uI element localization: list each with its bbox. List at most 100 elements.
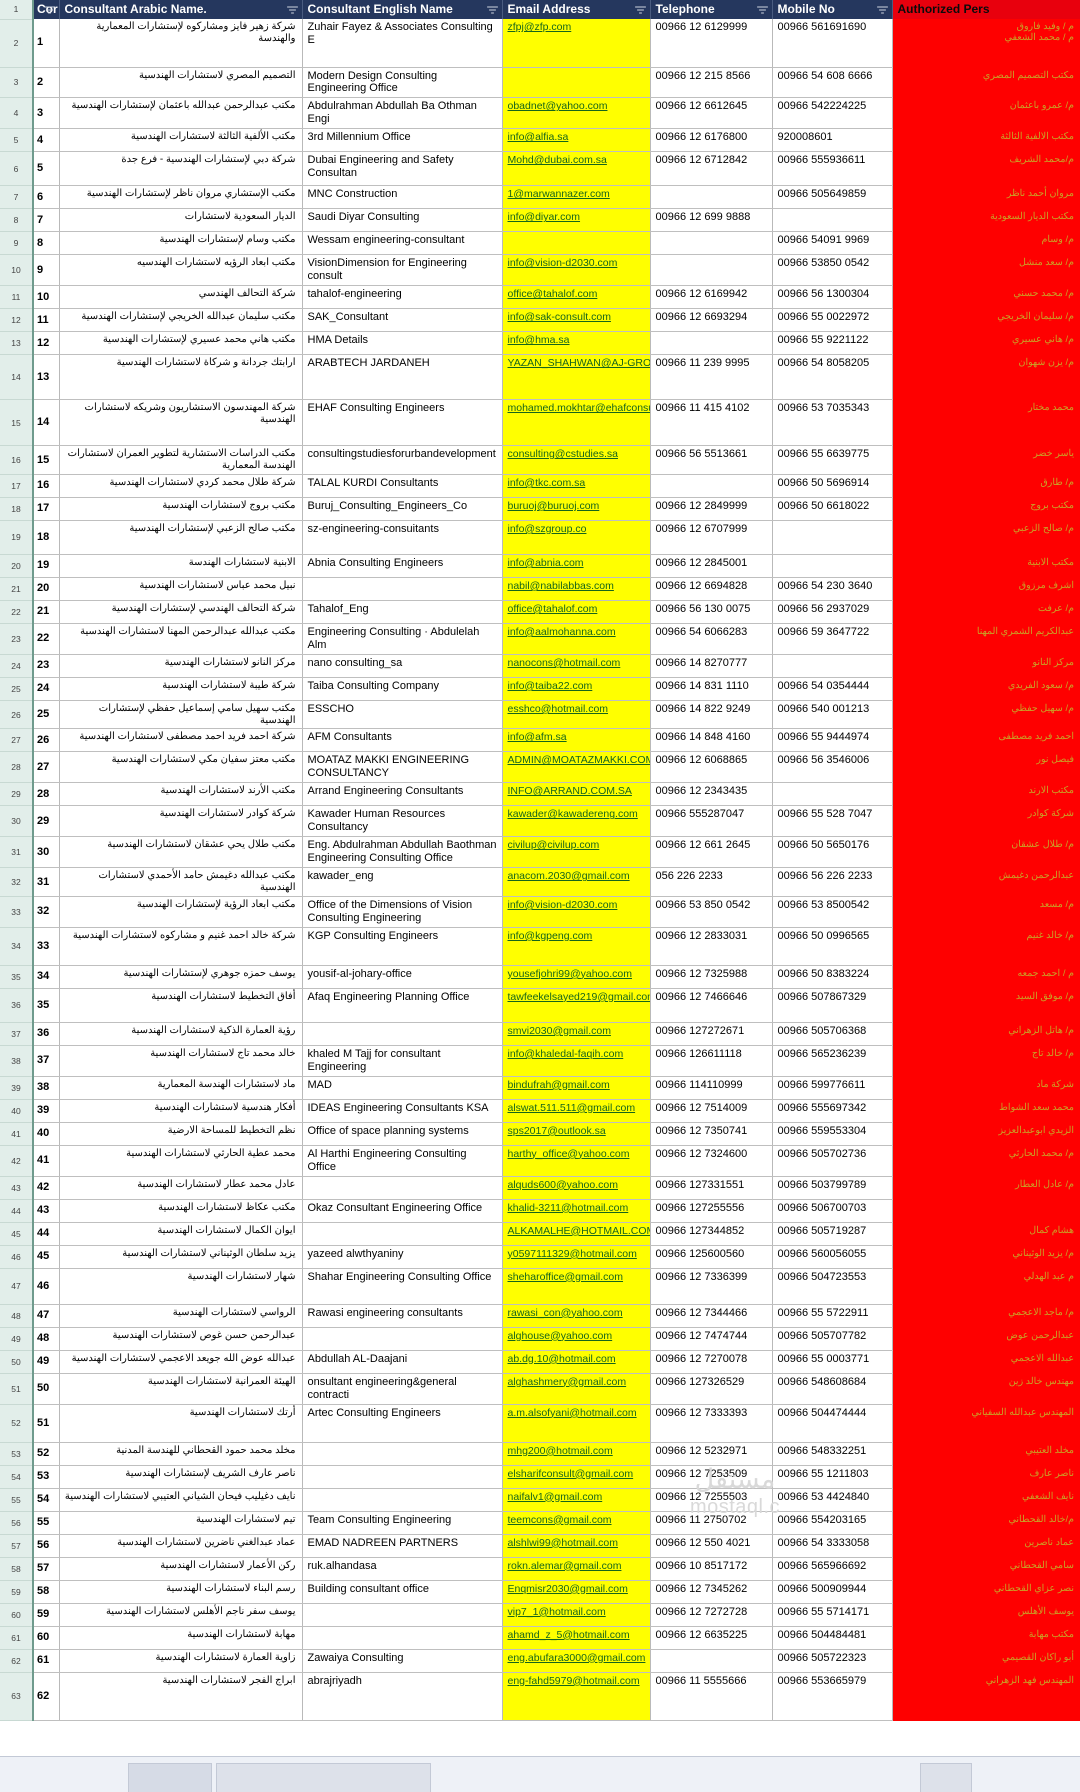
cell-num[interactable]: 32 bbox=[33, 896, 60, 928]
row-header-number[interactable]: 24 bbox=[0, 654, 34, 678]
cell-en[interactable]: VisionDimension for Engineering consult bbox=[302, 254, 503, 287]
cell-email[interactable]: y0597111329@hotmail.com bbox=[502, 1245, 651, 1269]
email-link[interactable]: vip7_1@hotmail.com bbox=[507, 1605, 606, 1618]
row-header-number[interactable]: 31 bbox=[0, 836, 34, 869]
cell-ar[interactable]: مكتب هاني محمد عسيري لإستشارات الهندسية bbox=[59, 331, 303, 356]
cell-auth[interactable]: م/محمد الشريف bbox=[892, 151, 1080, 187]
cell-email[interactable]: alghouse@yahoo.com bbox=[502, 1327, 651, 1351]
cell-ar[interactable]: شركة التحالف الهندسي bbox=[59, 285, 303, 310]
cell-auth[interactable]: م/ سعود الفريدي bbox=[892, 677, 1080, 701]
email-link[interactable]: smvi2030@gmail.com bbox=[507, 1024, 611, 1037]
email-link[interactable]: naifalv1@gmail.com bbox=[507, 1490, 603, 1503]
cell-auth[interactable]: يوسف الأهلس bbox=[892, 1603, 1080, 1627]
cell-tel[interactable]: 00966 12 7333393 bbox=[650, 1404, 773, 1443]
cell-ar[interactable]: يوسف حمزه جوهري لإستشارات الهندسية bbox=[59, 965, 303, 989]
cell-email[interactable]: a.m.alsofyani@hotmail.com bbox=[502, 1404, 651, 1443]
cell-num[interactable]: 41 bbox=[33, 1145, 60, 1177]
cell-tel[interactable] bbox=[650, 474, 773, 498]
cell-auth[interactable]: م/ مسعد bbox=[892, 896, 1080, 928]
cell-ar[interactable]: شركة طيبة لاستشارات الهندسية bbox=[59, 677, 303, 701]
cell-mob[interactable]: 00966 555697342 bbox=[772, 1099, 893, 1123]
cell-mob[interactable]: 00966 505707782 bbox=[772, 1327, 893, 1351]
cell-auth[interactable]: مهندس خالد زين bbox=[892, 1373, 1080, 1405]
cell-email[interactable]: harthy_office@yahoo.com bbox=[502, 1145, 651, 1177]
cell-num[interactable]: 17 bbox=[33, 497, 60, 521]
row-header-number[interactable]: 47 bbox=[0, 1268, 34, 1305]
cell-tel[interactable]: 00966 12 7466646 bbox=[650, 988, 773, 1023]
cell-num[interactable]: 1 bbox=[33, 19, 60, 68]
row-header-number[interactable]: 61 bbox=[0, 1626, 34, 1650]
cell-auth[interactable]: محمد سعد الشواط bbox=[892, 1099, 1080, 1123]
row-header-number[interactable]: 48 bbox=[0, 1304, 34, 1328]
cell-en[interactable]: EMAD NADREEN PARTNERS bbox=[302, 1534, 503, 1558]
cell-tel[interactable]: 00966 127255556 bbox=[650, 1199, 773, 1223]
table-row[interactable]: 12 11 مكتب سليمان عبدالله الخريجي لإستشارا… bbox=[0, 308, 1080, 333]
cell-tel[interactable]: 00966 12 6707999 bbox=[650, 520, 773, 555]
cell-num[interactable]: 53 bbox=[33, 1465, 60, 1489]
cell-en[interactable]: ARABTECH JARDANEH bbox=[302, 354, 503, 401]
cell-tel[interactable]: 00966 14 8270777 bbox=[650, 654, 773, 678]
cell-tel[interactable]: 00966 12 7336399 bbox=[650, 1268, 773, 1305]
cell-en[interactable]: Wessam engineering-consultant bbox=[302, 231, 503, 256]
cell-mob[interactable]: 00966 56 2937029 bbox=[772, 600, 893, 624]
cell-auth[interactable]: مكتب الديار السعودية bbox=[892, 208, 1080, 233]
cell-tel[interactable]: 00966 12 7514009 bbox=[650, 1099, 773, 1123]
cell-tel[interactable]: 00966 12 7255503 bbox=[650, 1488, 773, 1512]
cell-mob[interactable]: 00966 555936611 bbox=[772, 151, 893, 187]
cell-mob[interactable]: 00966 506700703 bbox=[772, 1199, 893, 1223]
cell-mob[interactable]: 00966 553665979 bbox=[772, 1672, 893, 1721]
email-link[interactable]: harthy_office@yahoo.com bbox=[507, 1147, 630, 1160]
cell-email[interactable]: consulting@cstudies.sa bbox=[502, 445, 651, 475]
cell-num[interactable]: 59 bbox=[33, 1603, 60, 1627]
table-row[interactable]: 34 33 شركة خالد احمد غنيم و مشاركوه لاستشا… bbox=[0, 927, 1080, 966]
cell-num[interactable]: 54 bbox=[33, 1488, 60, 1512]
email-link[interactable]: eng.abufara3000@gmail.com bbox=[507, 1651, 646, 1664]
cell-num[interactable]: 29 bbox=[33, 805, 60, 838]
table-row[interactable]: 52 51 أرتك لاستشارات الهندسية Artec Consult… bbox=[0, 1404, 1080, 1443]
table-row[interactable]: 37 36 رؤية العمارة الذكية لاستشارات الهندس… bbox=[0, 1022, 1080, 1046]
cell-num[interactable]: 25 bbox=[33, 700, 60, 730]
cell-num[interactable]: 23 bbox=[33, 654, 60, 678]
cell-auth[interactable]: م/ طلال عشقان bbox=[892, 836, 1080, 869]
email-link[interactable]: Enqmisr2030@gmail.com bbox=[507, 1582, 628, 1595]
email-link[interactable]: eng-fahd5979@hotmail.com bbox=[507, 1674, 640, 1687]
cell-email[interactable]: buruoj@buruoj.com bbox=[502, 497, 651, 521]
cell-tel[interactable] bbox=[650, 185, 773, 210]
email-link[interactable]: YAZAN_SHAHWAN@AJ-GROUP.COM bbox=[507, 357, 650, 370]
cell-email[interactable]: esshco@hotmail.com bbox=[502, 700, 651, 730]
cell-tel[interactable]: 00966 12 550 4021 bbox=[650, 1534, 773, 1558]
cell-num[interactable]: 9 bbox=[33, 254, 60, 287]
cell-ar[interactable]: مكتب عبدالرحمن عبدالله باعثمان لإستشارات… bbox=[59, 97, 303, 130]
cell-tel[interactable]: 00966 12 661 2645 bbox=[650, 836, 773, 869]
cell-tel[interactable]: 00966 12 7345262 bbox=[650, 1580, 773, 1604]
cell-num[interactable]: 48 bbox=[33, 1327, 60, 1351]
table-row[interactable]: 7 6 مكتب الإستشاري مروان ناظر لإستشارات ال… bbox=[0, 185, 1080, 210]
cell-num[interactable]: 49 bbox=[33, 1350, 60, 1374]
row-header-number[interactable]: 50 bbox=[0, 1350, 34, 1374]
cell-mob[interactable]: 00966 540 001213 bbox=[772, 700, 893, 730]
cell-mob[interactable]: 00966 54 3333058 bbox=[772, 1534, 893, 1558]
cell-ar[interactable]: الديار السعودية لاستشارات bbox=[59, 208, 303, 233]
cell-num[interactable]: 8 bbox=[33, 231, 60, 256]
cell-ar[interactable]: مهابة لاستشارات الهندسية bbox=[59, 1626, 303, 1650]
email-link[interactable]: tawfeekelsayed219@gmail.com bbox=[507, 990, 650, 1003]
email-link[interactable]: rawasi_con@yahoo.com bbox=[507, 1306, 623, 1319]
cell-en[interactable] bbox=[302, 1603, 503, 1627]
cell-ar[interactable]: يزيد سلطان الوثيناني لاستشارات الهندسية bbox=[59, 1245, 303, 1269]
cell-tel[interactable]: 00966 127272671 bbox=[650, 1022, 773, 1046]
cell-email[interactable]: info@aalmohanna.com bbox=[502, 623, 651, 655]
cell-auth[interactable]: م/ طارق bbox=[892, 474, 1080, 498]
cell-num[interactable]: 44 bbox=[33, 1222, 60, 1246]
cell-en[interactable]: KGP Consulting Engineers bbox=[302, 927, 503, 966]
email-link[interactable]: office@tahalof.com bbox=[507, 288, 598, 301]
table-row[interactable]: 14 13 ارابتك جردانة و شركاة لاستشارات الهن… bbox=[0, 354, 1080, 401]
cell-ar[interactable]: مخلد محمد حمود القحطاني للهندسة المدنية bbox=[59, 1442, 303, 1466]
table-row[interactable]: 61 60 مهابة لاستشارات الهندسية ahamd_z_5@ho… bbox=[0, 1626, 1080, 1650]
email-link[interactable]: info@taiba22.com bbox=[507, 679, 593, 692]
cell-auth[interactable]: مكتب التصميم المصري bbox=[892, 67, 1080, 99]
cell-num[interactable]: 45 bbox=[33, 1245, 60, 1269]
cell-num[interactable]: 11 bbox=[33, 308, 60, 333]
cell-num[interactable]: 38 bbox=[33, 1076, 60, 1100]
cell-mob[interactable]: 00966 599776611 bbox=[772, 1076, 893, 1100]
cell-en[interactable]: abrajriyadh bbox=[302, 1672, 503, 1721]
